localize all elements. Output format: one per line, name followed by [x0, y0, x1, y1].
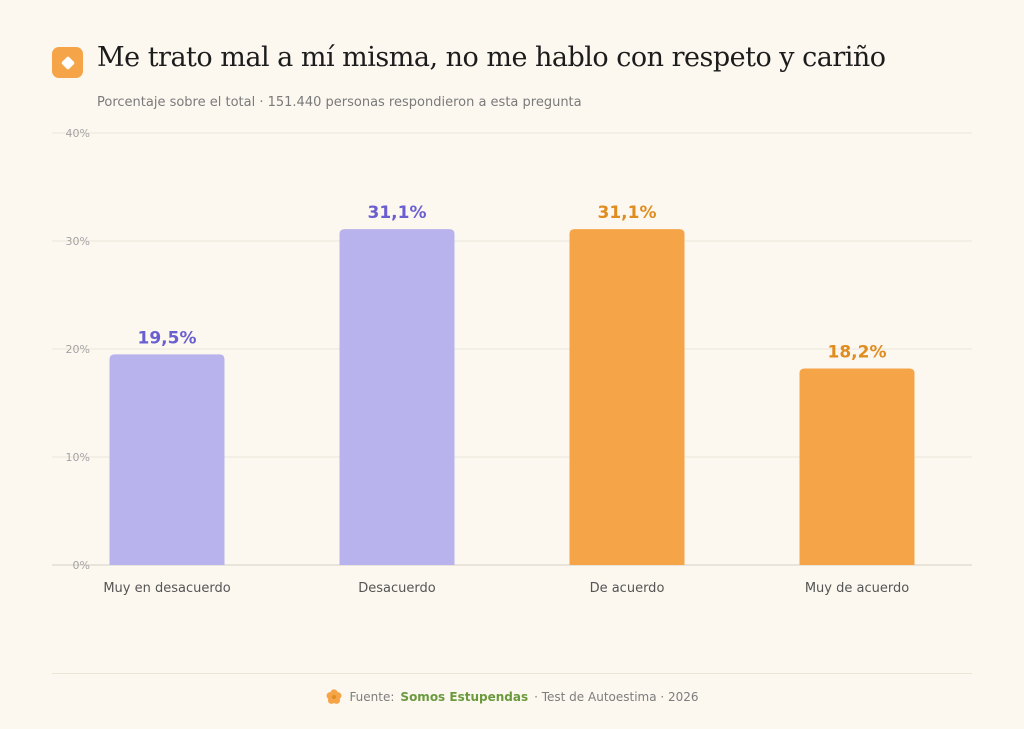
data-label: 19,5%: [138, 328, 197, 348]
flower-icon: [326, 689, 342, 704]
chart-subtitle: Porcentaje sobre el total · 151.440 pers…: [97, 95, 582, 110]
footer-brand: Somos Estupendas: [400, 690, 529, 704]
diamond-icon: [52, 47, 83, 78]
bar: [569, 229, 685, 565]
data-label: 31,1%: [368, 203, 427, 223]
data-label: 31,1%: [598, 203, 657, 223]
bar: [109, 354, 225, 565]
footer-suffix: · Test de Autoestima · 2026: [534, 690, 699, 704]
x-tick-label: De acuerdo: [590, 581, 665, 596]
y-tick-label: 20%: [66, 343, 90, 356]
y-tick-label: 10%: [66, 451, 90, 464]
y-tick-label: 0%: [73, 559, 90, 572]
footer-divider: [52, 673, 972, 674]
y-tick-label: 40%: [66, 127, 90, 140]
x-tick-label: Desacuerdo: [358, 581, 436, 596]
bar: [339, 229, 455, 565]
y-tick-label: 30%: [66, 235, 90, 248]
data-label: 18,2%: [828, 342, 887, 362]
bar: [799, 368, 915, 565]
x-tick-label: Muy en desacuerdo: [103, 581, 230, 596]
footer-prefix: Fuente:: [349, 690, 395, 704]
x-tick-label: Muy de acuerdo: [805, 581, 909, 596]
footer: Fuente: Somos Estupendas · Test de Autoe…: [0, 688, 1024, 706]
chart-title: Me trato mal a mí misma, no me hablo con…: [97, 42, 886, 73]
